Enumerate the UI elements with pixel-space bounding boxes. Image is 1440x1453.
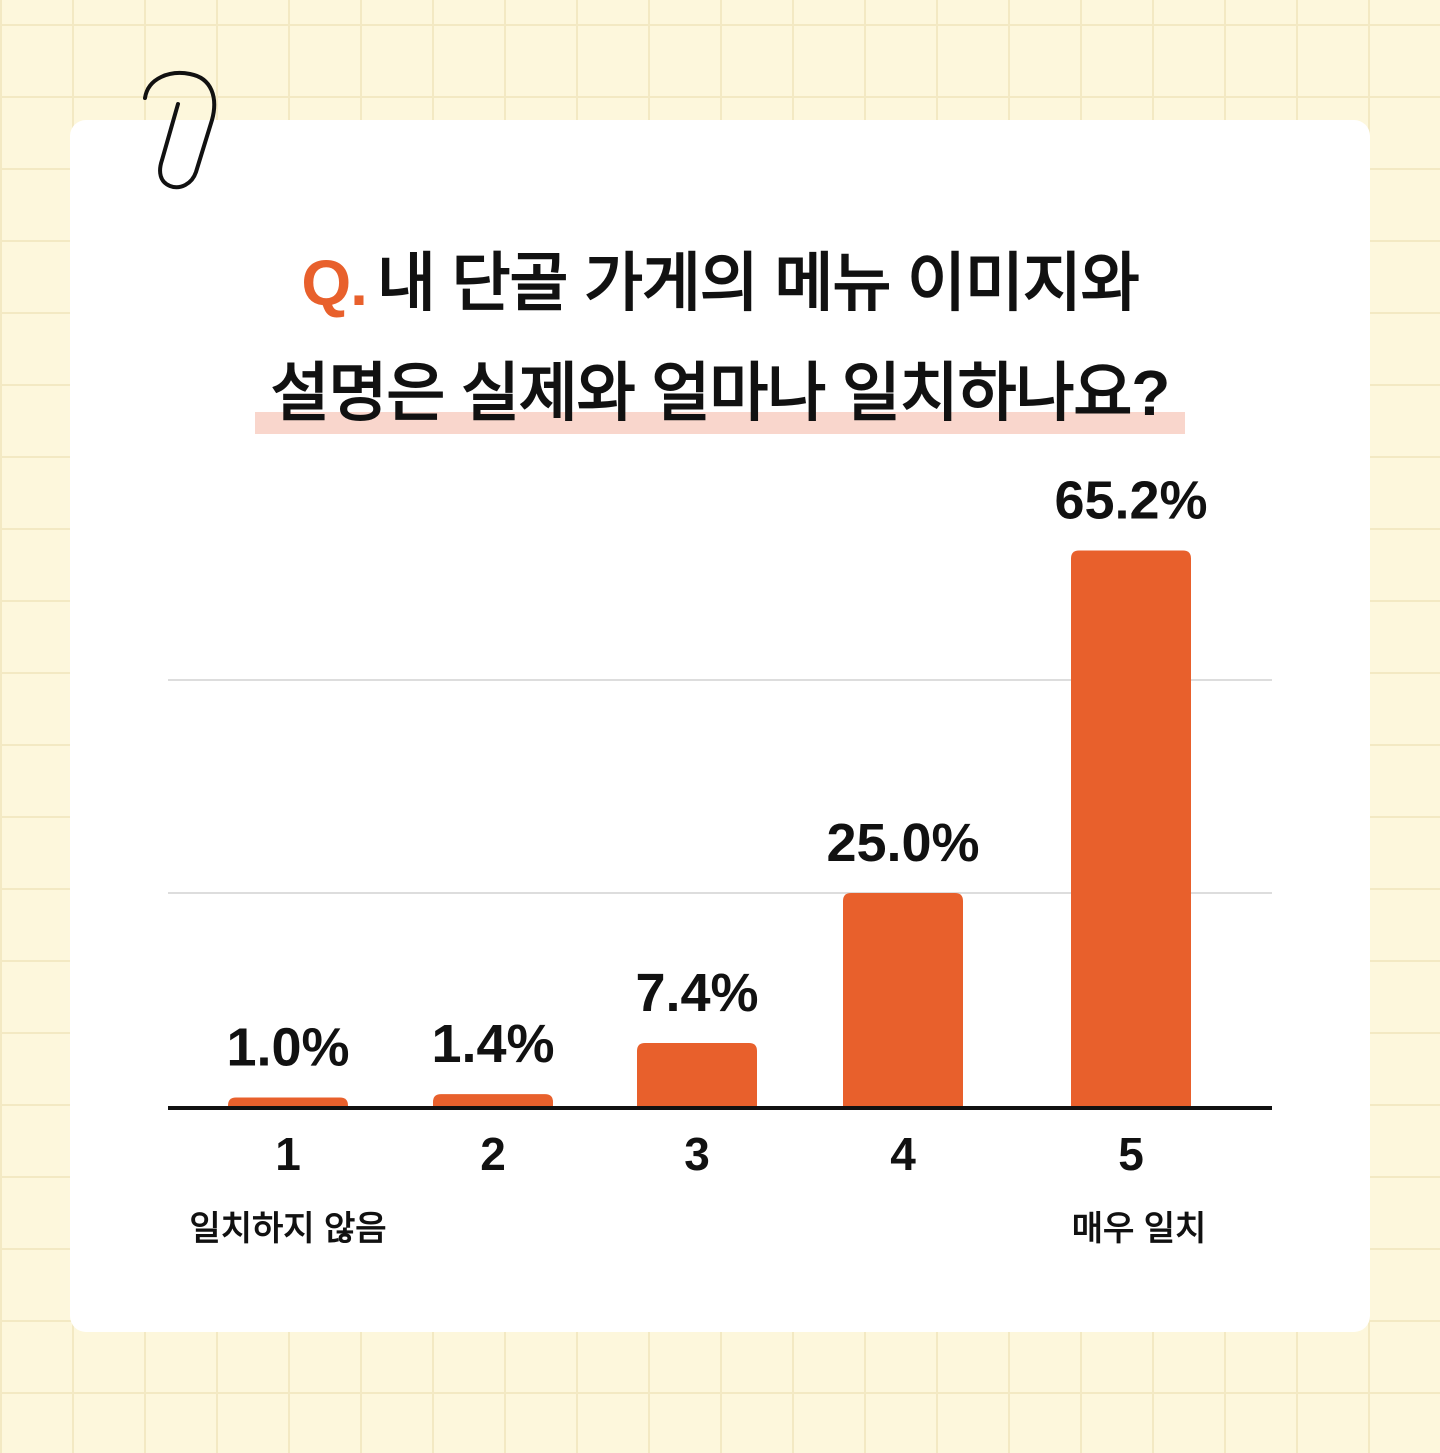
x-tick-3: 3 — [684, 1128, 710, 1180]
bar-5 — [1071, 550, 1191, 1106]
value-label-4: 25.0% — [826, 813, 979, 873]
question-prefix: Q. — [301, 247, 368, 319]
value-label-2: 1.4% — [431, 1014, 554, 1074]
bar-2 — [433, 1094, 553, 1106]
bar-3 — [637, 1042, 757, 1106]
x-tick-5: 5 — [1118, 1128, 1144, 1180]
annotation-5: 매우 일치 — [1072, 1210, 1207, 1248]
x-tick-1: 1 — [275, 1128, 301, 1180]
title-highlight: 설명은 실제와 얼마나 일치하나요? — [254, 338, 1186, 448]
axis-annotations: 일치하지 않음 매우 일치 — [189, 1210, 1206, 1248]
x-tick-4: 4 — [890, 1128, 916, 1180]
paperclip-icon — [143, 71, 217, 190]
x-tick-2: 2 — [480, 1128, 506, 1180]
title-text-1: 내 단골 가게의 메뉴 이미지와 — [376, 247, 1140, 319]
value-labels: 1.0% 1.4% 7.4% 25.0% 65.2% — [226, 470, 1207, 1077]
annotation-1: 일치하지 않음 — [189, 1210, 386, 1248]
value-label-1: 1.0% — [226, 1017, 349, 1077]
title-line-2: 설명은 실제와 얼마나 일치하나요? — [70, 338, 1370, 448]
bars — [228, 550, 1191, 1106]
title-line-1: Q. 내 단골 가게의 메뉴 이미지와 — [70, 228, 1370, 338]
chart-title: Q. 내 단골 가게의 메뉴 이미지와 설명은 실제와 얼마나 일치하나요? — [70, 228, 1370, 448]
value-label-3: 7.4% — [635, 963, 758, 1023]
value-label-5: 65.2% — [1054, 470, 1207, 530]
x-tick-labels: 1 2 3 4 5 — [275, 1128, 1144, 1180]
bar-1 — [228, 1097, 348, 1106]
bar-4 — [843, 893, 963, 1106]
